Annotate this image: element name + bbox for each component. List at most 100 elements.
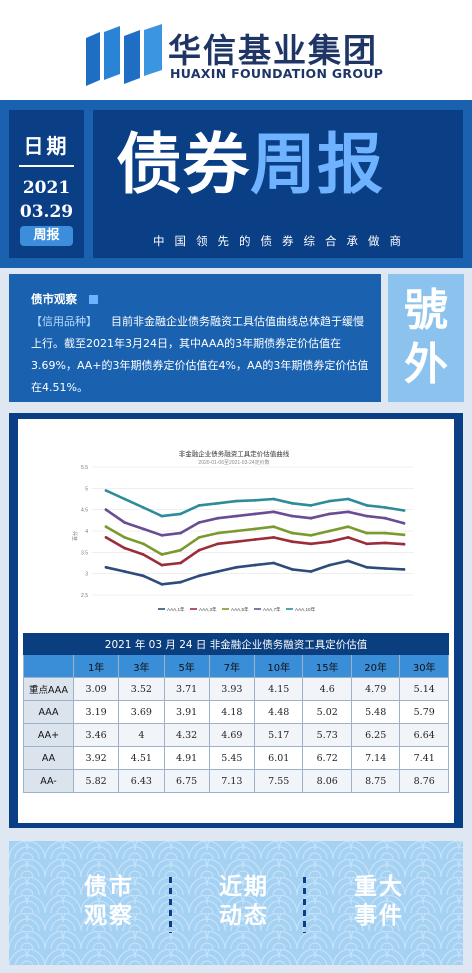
chart-point xyxy=(216,531,220,535)
table-cell: 3.09 xyxy=(72,677,120,701)
nav-major-events[interactable]: 重大 事件 xyxy=(329,873,429,931)
table-cell: 5.45 xyxy=(208,746,256,770)
title-part-2: 周报 xyxy=(250,126,384,203)
legend-entry: AAA,7年 xyxy=(263,606,281,613)
table-cell: 5.17 xyxy=(253,723,304,747)
chart-point xyxy=(179,531,182,535)
valuation-card: 非金融企业债务融资工具定价估值曲线 2020-01-06至2021-03-24定… xyxy=(18,419,454,823)
chart-series-line xyxy=(105,489,405,518)
chart-y-tick: 3.5 xyxy=(81,550,88,556)
company-logo-icon xyxy=(86,24,162,86)
chart-point xyxy=(309,542,313,546)
chart-point xyxy=(309,516,313,520)
chart-y-tick: 4.5 xyxy=(81,508,88,514)
title-panel: 债券周报 中国领先的债券综合承做商 xyxy=(93,110,463,258)
table-cell: 6.25 xyxy=(350,723,401,747)
chart-point xyxy=(104,565,108,569)
table-cell: 7.41 xyxy=(399,746,449,770)
commentary-box: 债市观察 【信用品种】 目前非金融企业债务融资工具估值曲线总体趋于缓慢上行。截至2… xyxy=(9,274,381,402)
chart-point xyxy=(179,561,182,565)
chart-point xyxy=(309,570,313,573)
table-cell: 8.76 xyxy=(399,769,449,793)
chart-point xyxy=(290,501,294,505)
commentary-body: 【信用品种】 目前非金融企业债务融资工具估值曲线总体趋于缓慢上行。截至2021年3… xyxy=(31,311,373,399)
chart-point xyxy=(365,531,369,535)
table-cell: 4.91 xyxy=(163,746,210,770)
chart-point xyxy=(197,504,201,507)
company-name-en: HUAXIN FOUNDATION GROUP xyxy=(170,66,384,81)
chart-point xyxy=(402,568,406,571)
chart-y-tick: 4 xyxy=(85,529,88,535)
table-cell: 4.51 xyxy=(118,746,165,770)
nav-market-watch[interactable]: 债市 观察 xyxy=(59,873,159,931)
chart-point xyxy=(384,516,387,520)
chart-point xyxy=(197,536,201,539)
chart-point xyxy=(123,536,126,539)
chart-point xyxy=(309,504,313,507)
nav-recent-news[interactable]: 近期 动态 xyxy=(194,873,294,931)
chart-point xyxy=(365,565,369,569)
table-cell: 3.91 xyxy=(163,700,210,724)
chart-point xyxy=(235,529,238,533)
table-cell: 5.02 xyxy=(302,700,352,724)
legend-entry: AAA,1年 xyxy=(167,606,185,613)
company-name-cn: 华信基业集团 xyxy=(168,31,378,70)
table-cell: 4 xyxy=(118,723,165,747)
table-cell: 4.15 xyxy=(253,677,304,701)
chart-y-tick: 5.5 xyxy=(81,465,88,471)
table-cell: 6.43 xyxy=(118,769,165,793)
report-type-badge: 周报 xyxy=(20,226,73,246)
chart-point xyxy=(384,567,387,570)
table-cell: 3.69 xyxy=(118,700,165,724)
table-cell: 8.06 xyxy=(302,769,352,793)
chart-point xyxy=(328,563,331,567)
table-cell: 4.32 xyxy=(163,723,210,747)
table-row: AA 3.92 4.51 4.91 5.45 6.01 6.72 7.14 7.41 xyxy=(23,746,449,770)
table-cell: 7.55 xyxy=(253,769,304,793)
date-year: 2021 xyxy=(22,178,71,198)
chart-point xyxy=(290,531,294,535)
table-cell: 3.93 xyxy=(208,677,256,701)
chart-point xyxy=(160,582,164,586)
chart-point xyxy=(197,521,201,524)
table-cell: 5.48 xyxy=(350,700,401,724)
table-cell: 3.71 xyxy=(163,677,210,701)
chart-point xyxy=(402,542,406,546)
chart-point xyxy=(235,514,238,518)
date-panel: 日期 2021 03.29 周报 xyxy=(9,110,84,258)
chart-point xyxy=(384,531,387,535)
chart-point xyxy=(365,504,369,507)
chart-point xyxy=(160,563,164,567)
chart-point xyxy=(272,497,275,501)
chart-y-label: 百分 xyxy=(72,531,79,541)
chart-point xyxy=(253,512,257,516)
table-cell: 7.14 xyxy=(350,746,401,770)
nav-label-line1: 重大 xyxy=(354,874,404,900)
company-header: 华信基业集团 HUAXIN FOUNDATION GROUP xyxy=(0,0,472,100)
chart-y-tick: 5 xyxy=(85,486,88,492)
chart-subtitle: 2020-01-06至2021-03-24定价数 xyxy=(198,459,269,466)
nav-separator xyxy=(303,877,306,933)
table-cell: 8.75 xyxy=(350,769,401,793)
chart-y-tick: 2.5 xyxy=(81,593,88,599)
table-row: AA+ 3.46 4 4.32 4.69 5.17 5.73 6.25 6.64 xyxy=(23,723,449,747)
table-row-header: AAA xyxy=(23,700,74,724)
table-column-header: 30年 xyxy=(399,654,449,678)
chart-point xyxy=(346,559,350,563)
chart-point xyxy=(179,548,182,552)
chart-point xyxy=(197,548,201,552)
chart-point xyxy=(402,521,406,525)
chart-point xyxy=(384,506,387,509)
chart-series-line xyxy=(105,536,405,567)
chart-point xyxy=(272,525,275,529)
extra-edition-label: 號外 xyxy=(404,285,448,390)
table-cell: 6.64 xyxy=(399,723,449,747)
table-row-header: 重点AAA xyxy=(23,677,74,701)
table-column-header: 20年 xyxy=(350,654,401,678)
chart-point xyxy=(216,570,220,573)
table-cell: 4.18 xyxy=(208,700,256,724)
table-cell: 4.6 xyxy=(302,677,352,701)
chart-point xyxy=(216,516,220,520)
square-icon xyxy=(89,295,98,304)
table-column-header: 1年 xyxy=(72,654,120,678)
